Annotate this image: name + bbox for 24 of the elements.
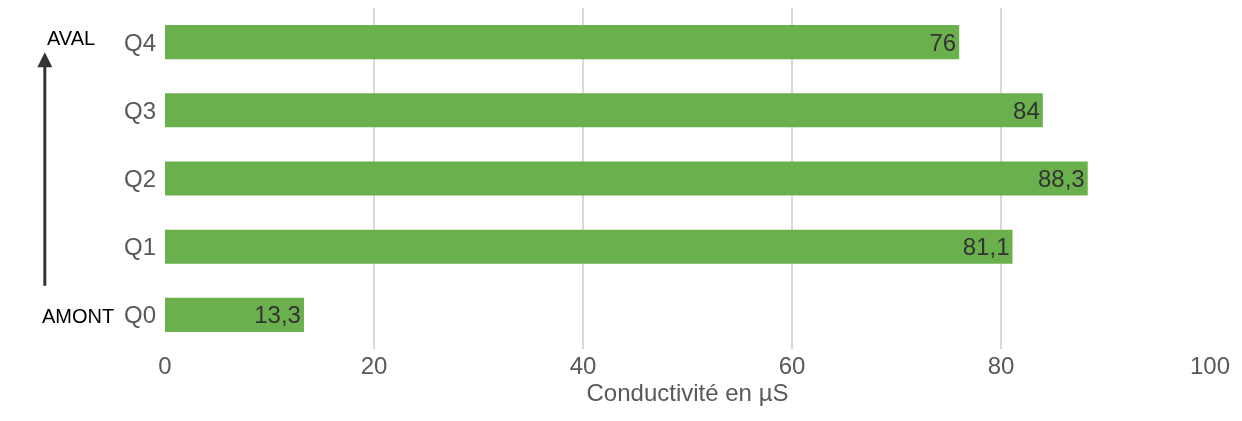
bar [165, 93, 1043, 128]
y-tick-label: Q2 [123, 164, 156, 192]
y-tick-label: Q0 [123, 301, 156, 329]
x-tick-label: 40 [569, 352, 597, 379]
x-tick-label: 20 [360, 352, 388, 379]
bar [165, 229, 1013, 264]
x-axis-title: Conductivité en µS [586, 379, 789, 406]
data-label: 81,1 [962, 233, 1010, 261]
y-tick-label: Q4 [123, 28, 156, 56]
text: AVAL [47, 27, 96, 49]
x-tick-label: 100 [1189, 352, 1231, 379]
data-label: 88,3 [1038, 165, 1085, 192]
data-label: 84 [1013, 96, 1040, 124]
y-tick-label: Q1 [123, 233, 156, 261]
x-tick-label: 80 [987, 352, 1015, 379]
bar [165, 161, 1088, 196]
x-tick-label: 60 [778, 352, 806, 379]
bar [165, 25, 960, 60]
bar [165, 297, 304, 332]
text: AMONT [42, 305, 115, 327]
data-label: 76 [929, 28, 957, 56]
x-tick-label: 0 [158, 352, 172, 379]
y-tick-label: Q3 [123, 96, 156, 124]
data-label: 13,3 [254, 301, 301, 329]
